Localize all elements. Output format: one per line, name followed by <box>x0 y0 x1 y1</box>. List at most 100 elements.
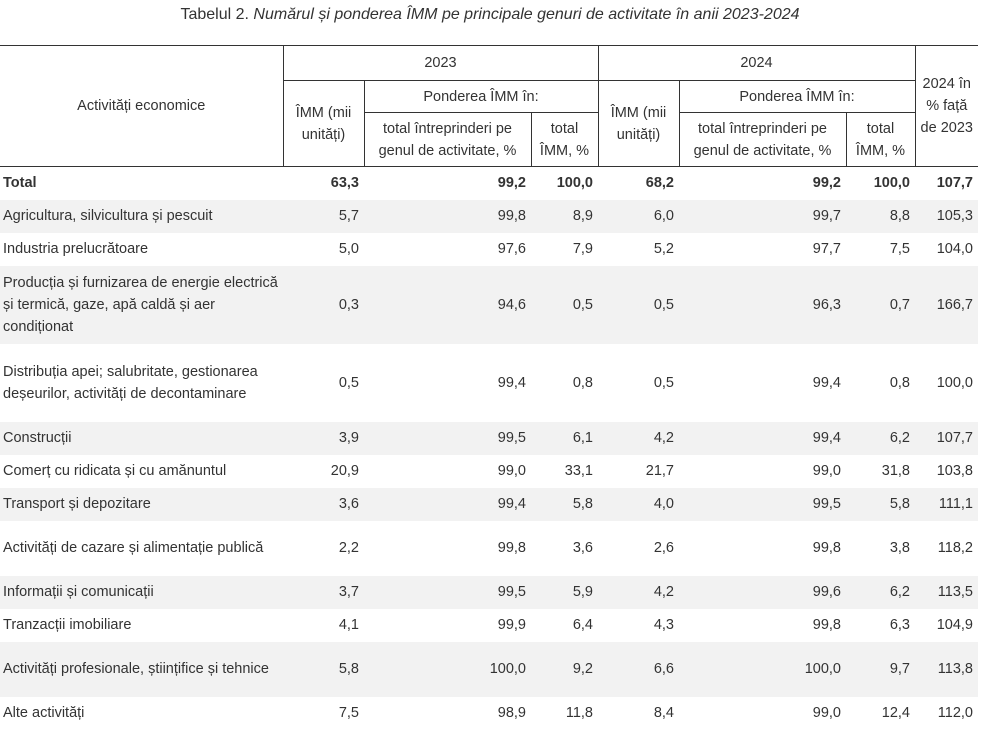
cell-change: 107,7 <box>936 175 973 192</box>
table-row: Informații și comunicații 3,7 99,5 5,9 4… <box>0 575 978 609</box>
table-row: Producția și furnizarea de energie elect… <box>0 265 978 344</box>
cell-share-imm-2024: 6,3 <box>889 617 910 633</box>
cell-share-activity-2024: 100,0 <box>679 641 846 697</box>
cell-share-activity-2023: 99,8 <box>497 540 526 556</box>
cell-imm-2023: 3,7 <box>283 575 364 609</box>
row-name: Comerț cu ridicata și cu amănuntul <box>3 463 227 479</box>
row-name: Tranzacții imobiliare <box>3 617 132 633</box>
header-imm-count-2024: ÎMM (mii unități) <box>597 80 679 167</box>
cell-share-activity-2023: 94,6 <box>364 265 531 344</box>
cell-share-imm-2024: 0,8 <box>889 374 910 391</box>
cell-imm-2023: 5,7 <box>283 199 364 233</box>
cell-change: 118,2 <box>937 540 973 556</box>
cell-imm-2024: 4,0 <box>598 487 679 521</box>
cell-share-imm-2023: 11,8 <box>565 705 593 721</box>
cell-imm-2023: 2,2 <box>338 540 359 556</box>
cell-imm-2024: 0,5 <box>598 265 679 344</box>
cell-share-activity-2024: 99,4 <box>679 421 846 455</box>
row-name: Distribuția apei; salubritate, gestionar… <box>3 363 258 402</box>
row-name: Producția și furnizarea de energie elect… <box>0 265 283 344</box>
cell-share-imm-2024: 0,7 <box>846 265 915 344</box>
cell-share-imm-2024: 6,2 <box>846 575 915 609</box>
cell-share-imm-2024: 100,0 <box>873 175 910 192</box>
cell-share-imm-2024: 7,5 <box>889 241 910 257</box>
header-activity: Activități economice <box>0 45 283 167</box>
header-total-enterprises-2024: total întreprinderi pe genul de activita… <box>678 112 846 167</box>
cell-imm-2023: 4,1 <box>338 617 359 633</box>
cell-share-imm-2023: 6,4 <box>572 617 593 633</box>
cell-imm-2024: 8,4 <box>653 705 674 721</box>
row-name: Alte activități <box>3 705 85 721</box>
cell-share-activity-2024: 99,2 <box>812 175 841 192</box>
cell-change: 112,0 <box>937 705 973 721</box>
cell-share-activity-2023: 99,5 <box>364 575 531 609</box>
header-year-2023: 2023 <box>282 45 598 81</box>
cell-share-activity-2023: 99,2 <box>497 175 526 192</box>
cell-share-imm-2023: 0,8 <box>572 374 593 391</box>
cell-share-imm-2023: 0,5 <box>531 265 598 344</box>
table-row: Agricultura, silvicultura și pescuit 5,7… <box>0 199 978 233</box>
cell-share-activity-2024: 99,5 <box>679 487 846 521</box>
table-header: Activități economice 2023 2024 2024 în %… <box>0 45 978 167</box>
cell-share-activity-2023: 99,8 <box>364 199 531 233</box>
cell-change: 111,1 <box>915 487 978 521</box>
cell-share-activity-2024: 99,4 <box>812 374 841 391</box>
cell-imm-2023: 20,9 <box>330 463 359 479</box>
cell-share-activity-2023: 99,0 <box>497 463 526 479</box>
header-total-enterprises-2023: total întreprinderi pe genul de activita… <box>363 112 531 167</box>
caption-label: Tabelul 2. <box>180 6 254 23</box>
cell-share-activity-2023: 100,0 <box>364 641 531 697</box>
row-name: Transport și depozitare <box>0 487 283 521</box>
cell-share-imm-2023: 100,0 <box>556 175 593 192</box>
header-total-imm-2024: total ÎMM, % <box>845 112 915 167</box>
cell-share-imm-2023: 3,6 <box>572 540 593 556</box>
cell-imm-2024: 68,2 <box>645 175 674 192</box>
table-row: Distribuția apei; salubritate, gestionar… <box>0 344 978 422</box>
table-body: Total 63,3 99,2 100,0 68,2 99,2 100,0 10… <box>0 167 978 730</box>
cell-share-imm-2023: 6,1 <box>531 421 598 455</box>
cell-change: 100,0 <box>936 374 973 391</box>
cell-share-imm-2024: 6,2 <box>846 421 915 455</box>
table-row: Activități de cazare și alimentație publ… <box>0 521 978 576</box>
cell-imm-2023: 3,6 <box>283 487 364 521</box>
cell-imm-2024: 21,7 <box>645 463 674 479</box>
cell-share-imm-2024: 5,8 <box>846 487 915 521</box>
cell-imm-2024: 4,3 <box>653 617 674 633</box>
header-change: 2024 în % față de 2023 <box>914 45 978 167</box>
cell-share-activity-2023: 98,9 <box>497 705 526 721</box>
cell-imm-2024: 4,2 <box>598 575 679 609</box>
header-year-2024: 2024 <box>597 45 915 81</box>
cell-share-activity-2023: 99,4 <box>497 374 526 391</box>
cell-change: 107,7 <box>915 421 978 455</box>
cell-share-activity-2023: 99,9 <box>497 617 526 633</box>
cell-imm-2024: 6,6 <box>598 641 679 697</box>
cell-share-imm-2024: 9,7 <box>846 641 915 697</box>
row-name: Activități de cazare și alimentație publ… <box>3 540 264 556</box>
row-name: Total <box>3 175 37 192</box>
cell-imm-2024: 6,0 <box>598 199 679 233</box>
header-weight-2024: Ponderea ÎMM în: <box>678 80 915 113</box>
row-name: Informații și comunicații <box>0 575 283 609</box>
table-row: Construcții 3,9 99,5 6,1 4,2 99,4 6,2 10… <box>0 421 978 455</box>
cell-imm-2023: 5,0 <box>338 241 359 257</box>
cell-share-imm-2023: 33,1 <box>564 463 593 479</box>
row-name: Activități profesionale, științifice și … <box>0 641 283 697</box>
table-caption: Tabelul 2. Numărul și ponderea ÎMM pe pr… <box>0 6 980 24</box>
cell-share-activity-2024: 99,8 <box>812 540 841 556</box>
header-imm-count-2023: ÎMM (mii unități) <box>282 80 364 167</box>
cell-imm-2024: 2,6 <box>653 540 674 556</box>
cell-share-activity-2024: 99,0 <box>812 705 841 721</box>
cell-share-activity-2024: 99,8 <box>812 617 841 633</box>
cell-change: 104,9 <box>936 617 973 633</box>
table-row: Alte activități 7,5 98,9 11,8 8,4 99,0 1… <box>0 697 978 730</box>
cell-imm-2023: 0,5 <box>338 374 359 391</box>
cell-imm-2023: 0,3 <box>283 265 364 344</box>
cell-share-imm-2023: 5,9 <box>531 575 598 609</box>
cell-share-imm-2024: 8,8 <box>846 199 915 233</box>
cell-share-activity-2024: 99,0 <box>812 463 841 479</box>
cell-share-imm-2023: 8,9 <box>531 199 598 233</box>
cell-change: 113,8 <box>915 641 978 697</box>
cell-share-imm-2024: 31,8 <box>881 463 910 479</box>
cell-imm-2023: 63,3 <box>330 175 359 192</box>
cell-share-activity-2024: 97,7 <box>812 241 841 257</box>
